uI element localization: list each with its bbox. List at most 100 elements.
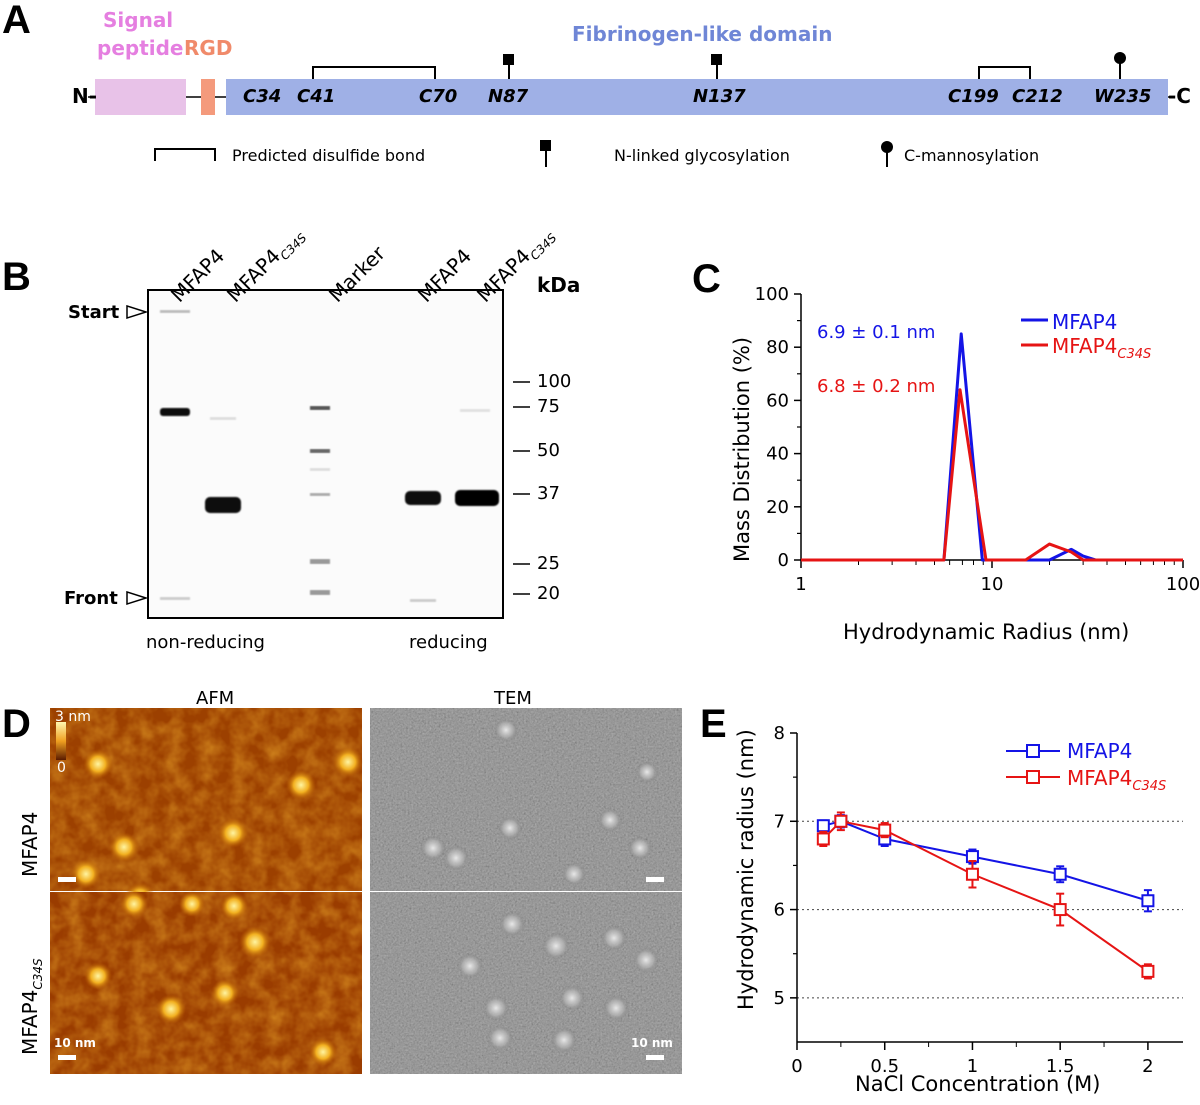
site-c70: C70: [419, 86, 458, 107]
band-mfap4-red: [405, 491, 441, 505]
disulfide-legend-icon: [154, 148, 216, 161]
c-ytick-label: 20: [766, 497, 789, 518]
band-mfap4-nonred: [160, 408, 190, 416]
afm-mfap4-image: [50, 708, 363, 912]
gel-image: [126, 289, 530, 619]
e-point-1: [1053, 903, 1067, 917]
afm-title: AFM: [196, 688, 235, 709]
scalebar-label-tem: 10 nm: [631, 1036, 673, 1050]
microscopy-grid: [50, 708, 682, 1074]
cman-legend-icon: [881, 141, 893, 153]
site-n87: N87: [488, 86, 529, 107]
tem-c34s-image: [370, 892, 682, 1074]
c-terminus: -C: [1168, 84, 1191, 108]
e-xtick-label: 0: [791, 1056, 802, 1077]
dls-chart: 0 20 40 60 80 100 1 10 100: [755, 284, 1200, 595]
gel-frame: [147, 289, 504, 619]
marker-100: 100: [537, 371, 572, 392]
row-label-c34s: MFAP4C34S: [18, 958, 45, 1055]
salt-chart: 5 6 7 8 0 0.5 1 1.5 2: [774, 723, 1183, 1077]
e-xtick-label: 1.5: [1046, 1056, 1075, 1077]
marker-band-37: [310, 493, 330, 496]
cman-w235-icon: [1114, 52, 1126, 64]
c-ytick-label: 60: [766, 390, 789, 411]
c-legend-mfap4: MFAP4: [1052, 310, 1118, 334]
kda-label: kDa: [537, 273, 581, 297]
c-ann-c34s: 6.8 ± 0.2 nm: [817, 376, 936, 397]
front-label: Front: [64, 588, 118, 609]
marker-37: 37: [537, 483, 560, 504]
afm-scale-bottom: 0: [57, 760, 66, 776]
e-xtick-label: 2: [1142, 1056, 1153, 1077]
marker-20: 20: [537, 583, 560, 604]
afm-colorbar: [56, 722, 66, 760]
tem-title: TEM: [494, 688, 532, 709]
marker-50: 50: [537, 440, 560, 461]
e-point-1: [834, 814, 848, 828]
scalebar-tem-bottom: [646, 1055, 664, 1060]
e-series-line-1: [822, 820, 1149, 973]
marker-25: 25: [537, 553, 560, 574]
e-point-0: [816, 819, 830, 833]
e-ytick-label: 7: [774, 811, 785, 832]
e-point-1: [965, 867, 979, 881]
c-series-line-0: [801, 332, 1183, 562]
e-point-0: [1053, 867, 1067, 881]
e-legend-marker-0: [1026, 744, 1040, 758]
site-c34: C34: [243, 86, 282, 107]
panel-d-letter: D: [2, 702, 31, 746]
nglyc-n137-icon: [711, 54, 722, 65]
marker-band-50: [310, 449, 330, 453]
nglyc-n87-icon: [503, 54, 514, 65]
c-xtick-label: 100: [1166, 574, 1200, 595]
scalebar-tem-top: [646, 877, 664, 882]
domain-diagram: [88, 52, 1175, 167]
c-ann-mfap4: 6.9 ± 0.1 nm: [817, 322, 936, 343]
rgd-label: RGD: [184, 36, 233, 60]
e-series-line-0: [823, 820, 1149, 902]
e-point-1: [1141, 964, 1155, 978]
panel-a-letter: A: [2, 0, 31, 42]
afm-scale-top: 3 nm: [55, 709, 91, 725]
site-c41: C41: [297, 86, 336, 107]
e-xlabel: NaCl Concentration (M): [855, 1072, 1101, 1096]
rgd-box: [201, 79, 215, 115]
nglyc-legend-icon: [540, 140, 551, 151]
signal-peptide-box: [95, 79, 186, 115]
site-c212: C212: [1012, 86, 1063, 107]
domain-label: Fibrinogen-like domain: [572, 22, 833, 46]
scalebar-afm-bottom: [58, 1055, 76, 1060]
e-point-1: [878, 823, 892, 837]
marker-75: 75: [537, 396, 560, 417]
c-xlabel: Hydrodynamic Radius (nm): [843, 620, 1130, 644]
reducing-label: reducing: [409, 632, 488, 653]
e-point-1: [816, 832, 830, 846]
c-ytick-label: 100: [755, 284, 789, 305]
panel-b-letter: B: [2, 255, 31, 299]
legend-disulfide: Predicted disulfide bond: [232, 146, 426, 165]
e-legend-mfap4: MFAP4: [1067, 739, 1133, 763]
band-c34s-nonred: [205, 497, 241, 513]
disulfide-c41-c70: [312, 66, 436, 79]
c-series-line-1: [801, 388, 1183, 562]
afm-c34s-image: [50, 890, 362, 1074]
c-legend-c34s: MFAP4C34S: [1052, 334, 1152, 362]
e-legend-marker-1: [1026, 770, 1040, 784]
scalebar-label-afm: 10 nm: [54, 1036, 96, 1050]
e-xtick-label: 0.5: [870, 1056, 899, 1077]
e-legend-c34s: MFAP4C34S: [1067, 766, 1167, 794]
panel-e-letter: E: [700, 702, 727, 746]
start-arrow-icon: [126, 304, 149, 320]
c-ytick-label: 0: [778, 550, 789, 571]
site-n137: N137: [693, 86, 746, 107]
e-ylabel: Hydrodynamic radius (nm): [734, 729, 758, 1010]
non-reducing-label: non-reducing: [146, 632, 265, 653]
site-c199: C199: [948, 86, 999, 107]
signal-peptide-label-1: Signal: [103, 8, 174, 32]
band-c34s-red: [455, 490, 499, 506]
site-w235: W235: [1094, 86, 1152, 107]
fibrinogen-domain-box: [226, 79, 1168, 115]
tem-mfap4-image: [370, 708, 682, 891]
marker-band-75: [310, 406, 330, 410]
e-point-0: [1141, 894, 1155, 908]
